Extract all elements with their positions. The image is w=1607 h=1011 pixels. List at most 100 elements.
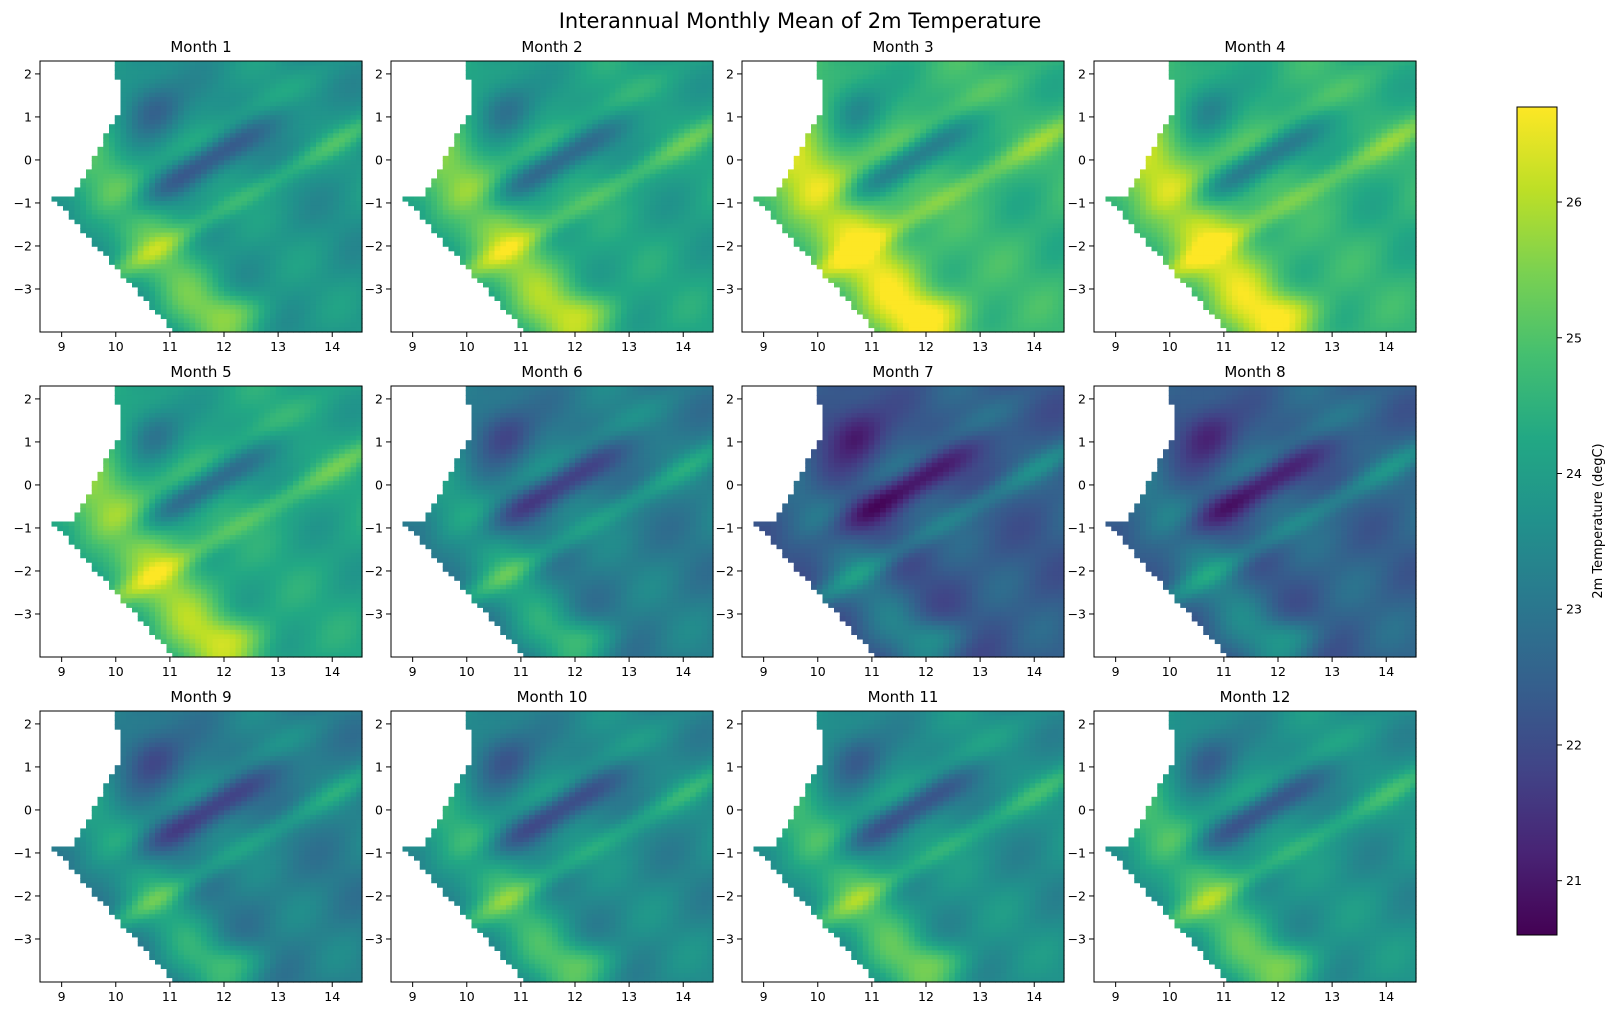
heatmap-cell	[310, 201, 317, 207]
heatmap-cell	[534, 110, 542, 116]
heatmap-cell	[298, 128, 306, 134]
heatmap-cell	[264, 137, 271, 143]
heatmap-cell	[344, 155, 352, 161]
heatmap-cell	[546, 259, 553, 265]
heatmap-cell	[483, 241, 490, 247]
heatmap-cell	[275, 318, 283, 324]
heatmap-cell	[195, 115, 202, 121]
heatmap-cell	[690, 65, 697, 71]
heatmap-cell	[132, 250, 139, 256]
heatmap-cell	[644, 61, 651, 67]
heatmap-cell	[350, 219, 357, 225]
heatmap-cell	[258, 246, 265, 252]
heatmap-cell	[707, 277, 714, 283]
heatmap-cell	[206, 155, 214, 161]
heatmap-cell	[201, 182, 208, 189]
heatmap-cell	[638, 182, 645, 189]
heatmap-cell	[586, 191, 593, 198]
heatmap-cell	[615, 115, 622, 121]
heatmap-cell	[120, 151, 127, 157]
heatmap-cell	[178, 65, 185, 71]
heatmap-cell	[281, 106, 288, 112]
heatmap-cell	[247, 133, 254, 139]
heatmap-cell	[155, 173, 162, 180]
heatmap-cell	[287, 196, 294, 202]
heatmap-cell	[540, 259, 547, 265]
heatmap-cell	[258, 61, 265, 67]
heatmap-cell	[494, 173, 501, 180]
heatmap-cell	[183, 101, 191, 107]
heatmap-cell	[494, 191, 501, 198]
heatmap-cell	[247, 322, 254, 329]
heatmap-cell	[517, 219, 524, 225]
heatmap-cell	[143, 219, 150, 225]
heatmap-cell	[333, 74, 340, 80]
heatmap-cell	[97, 196, 104, 202]
heatmap-cell	[592, 119, 599, 125]
heatmap-cell	[183, 286, 191, 292]
heatmap-cell	[235, 70, 242, 76]
heatmap-cell	[241, 273, 248, 279]
heatmap-cell	[655, 228, 662, 234]
heatmap-cell	[339, 124, 346, 130]
heatmap-cell	[321, 304, 329, 311]
heatmap-cell	[183, 196, 191, 202]
heatmap-cell	[563, 201, 570, 207]
heatmap-cell	[91, 178, 99, 184]
heatmap-cell	[137, 273, 145, 279]
heatmap-cell	[264, 164, 271, 170]
heatmap-cell	[195, 255, 202, 261]
heatmap-cell	[419, 205, 427, 211]
heatmap-cell	[327, 191, 334, 198]
heatmap-cell	[580, 264, 588, 270]
heatmap-cell	[580, 173, 588, 180]
heatmap-cell	[517, 241, 524, 247]
heatmap-cell	[494, 201, 501, 207]
heatmap-cell	[655, 187, 662, 193]
heatmap-cell	[437, 191, 444, 198]
heatmap-cell	[310, 70, 317, 76]
heatmap-cell	[506, 124, 513, 130]
heatmap-cell	[304, 79, 311, 85]
heatmap-cell	[672, 70, 680, 76]
heatmap-cell	[189, 309, 196, 315]
heatmap-cell	[304, 241, 311, 247]
heatmap-cell	[488, 83, 496, 89]
heatmap-cell	[695, 119, 703, 125]
heatmap-cell	[212, 119, 219, 125]
heatmap-cell	[563, 255, 570, 261]
heatmap-cell	[310, 119, 317, 125]
heatmap-cell	[356, 88, 363, 94]
heatmap-cell	[529, 173, 536, 180]
heatmap-cell	[160, 277, 168, 283]
heatmap-cell	[500, 286, 507, 292]
heatmap-cell	[350, 268, 357, 274]
heatmap-cell	[603, 151, 611, 157]
heatmap-cell	[609, 61, 616, 67]
heatmap-cell	[678, 124, 685, 130]
heatmap-cell	[454, 137, 461, 143]
heatmap-cell	[494, 232, 501, 238]
heatmap-cell	[529, 178, 536, 184]
heatmap-cell	[224, 182, 231, 189]
heatmap-cell	[275, 119, 283, 125]
heatmap-cell	[132, 124, 139, 130]
heatmap-cell	[241, 70, 248, 76]
heatmap-cell	[517, 250, 524, 256]
heatmap-cell	[183, 65, 191, 71]
heatmap-cell	[103, 214, 110, 220]
heatmap-cell	[552, 133, 559, 139]
heatmap-cell	[339, 228, 346, 234]
heatmap-cell	[166, 318, 173, 324]
heatmap-cell	[316, 115, 323, 121]
heatmap-cell	[281, 187, 288, 193]
heatmap-cell	[178, 205, 185, 211]
heatmap-cell	[523, 264, 530, 270]
heatmap-cell	[477, 151, 484, 157]
heatmap-cell	[206, 169, 214, 175]
heatmap-cell	[442, 237, 450, 243]
heatmap-cell	[471, 137, 478, 143]
heatmap-cell	[690, 124, 697, 130]
heatmap-cell	[224, 300, 231, 306]
heatmap-cell	[552, 228, 559, 234]
